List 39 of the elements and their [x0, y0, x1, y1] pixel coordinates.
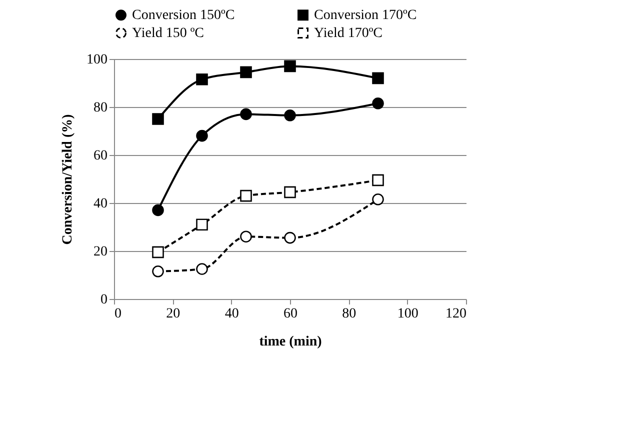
point — [152, 204, 164, 216]
x-tick-label: 20 — [166, 306, 180, 322]
y-tick-label: 60 — [94, 148, 108, 164]
y-tick-label: 100 — [86, 52, 108, 68]
point — [372, 98, 384, 110]
point — [284, 186, 296, 198]
point — [240, 108, 252, 120]
x-tick-label: 40 — [224, 306, 239, 322]
point — [372, 72, 384, 84]
y-tick-label: 40 — [94, 196, 108, 212]
x-tick-label: 80 — [342, 306, 356, 322]
point — [240, 230, 252, 242]
point — [152, 266, 164, 278]
point — [196, 130, 208, 142]
point — [196, 263, 208, 275]
point — [284, 110, 296, 122]
y-tick-label: 0 — [100, 292, 108, 308]
legend-label: Conversion 170ºC — [314, 8, 417, 24]
x-tick-label: 60 — [284, 306, 298, 322]
point — [284, 232, 296, 244]
point — [196, 218, 208, 230]
point — [284, 60, 296, 72]
legend-label: Yield 170ºC — [314, 26, 383, 41]
x-tick-label: 120 — [446, 306, 466, 322]
y-tick-label: 80 — [94, 100, 108, 116]
x-tick-label: 0 — [114, 306, 122, 322]
x-axis-title: time (min) — [259, 334, 322, 350]
point — [152, 113, 164, 125]
point — [372, 174, 384, 186]
point — [152, 246, 164, 258]
point — [240, 190, 252, 202]
point — [240, 66, 252, 78]
point — [196, 74, 208, 86]
y-axis-title: Conversion/Yield (%) — [60, 114, 76, 245]
legend-label: Yield 150 ºC — [132, 26, 204, 41]
x-tick-label: 100 — [397, 306, 418, 322]
legend-label: Conversion 150ºC — [132, 8, 235, 24]
point — [372, 194, 384, 206]
y-tick-label: 20 — [94, 244, 108, 260]
